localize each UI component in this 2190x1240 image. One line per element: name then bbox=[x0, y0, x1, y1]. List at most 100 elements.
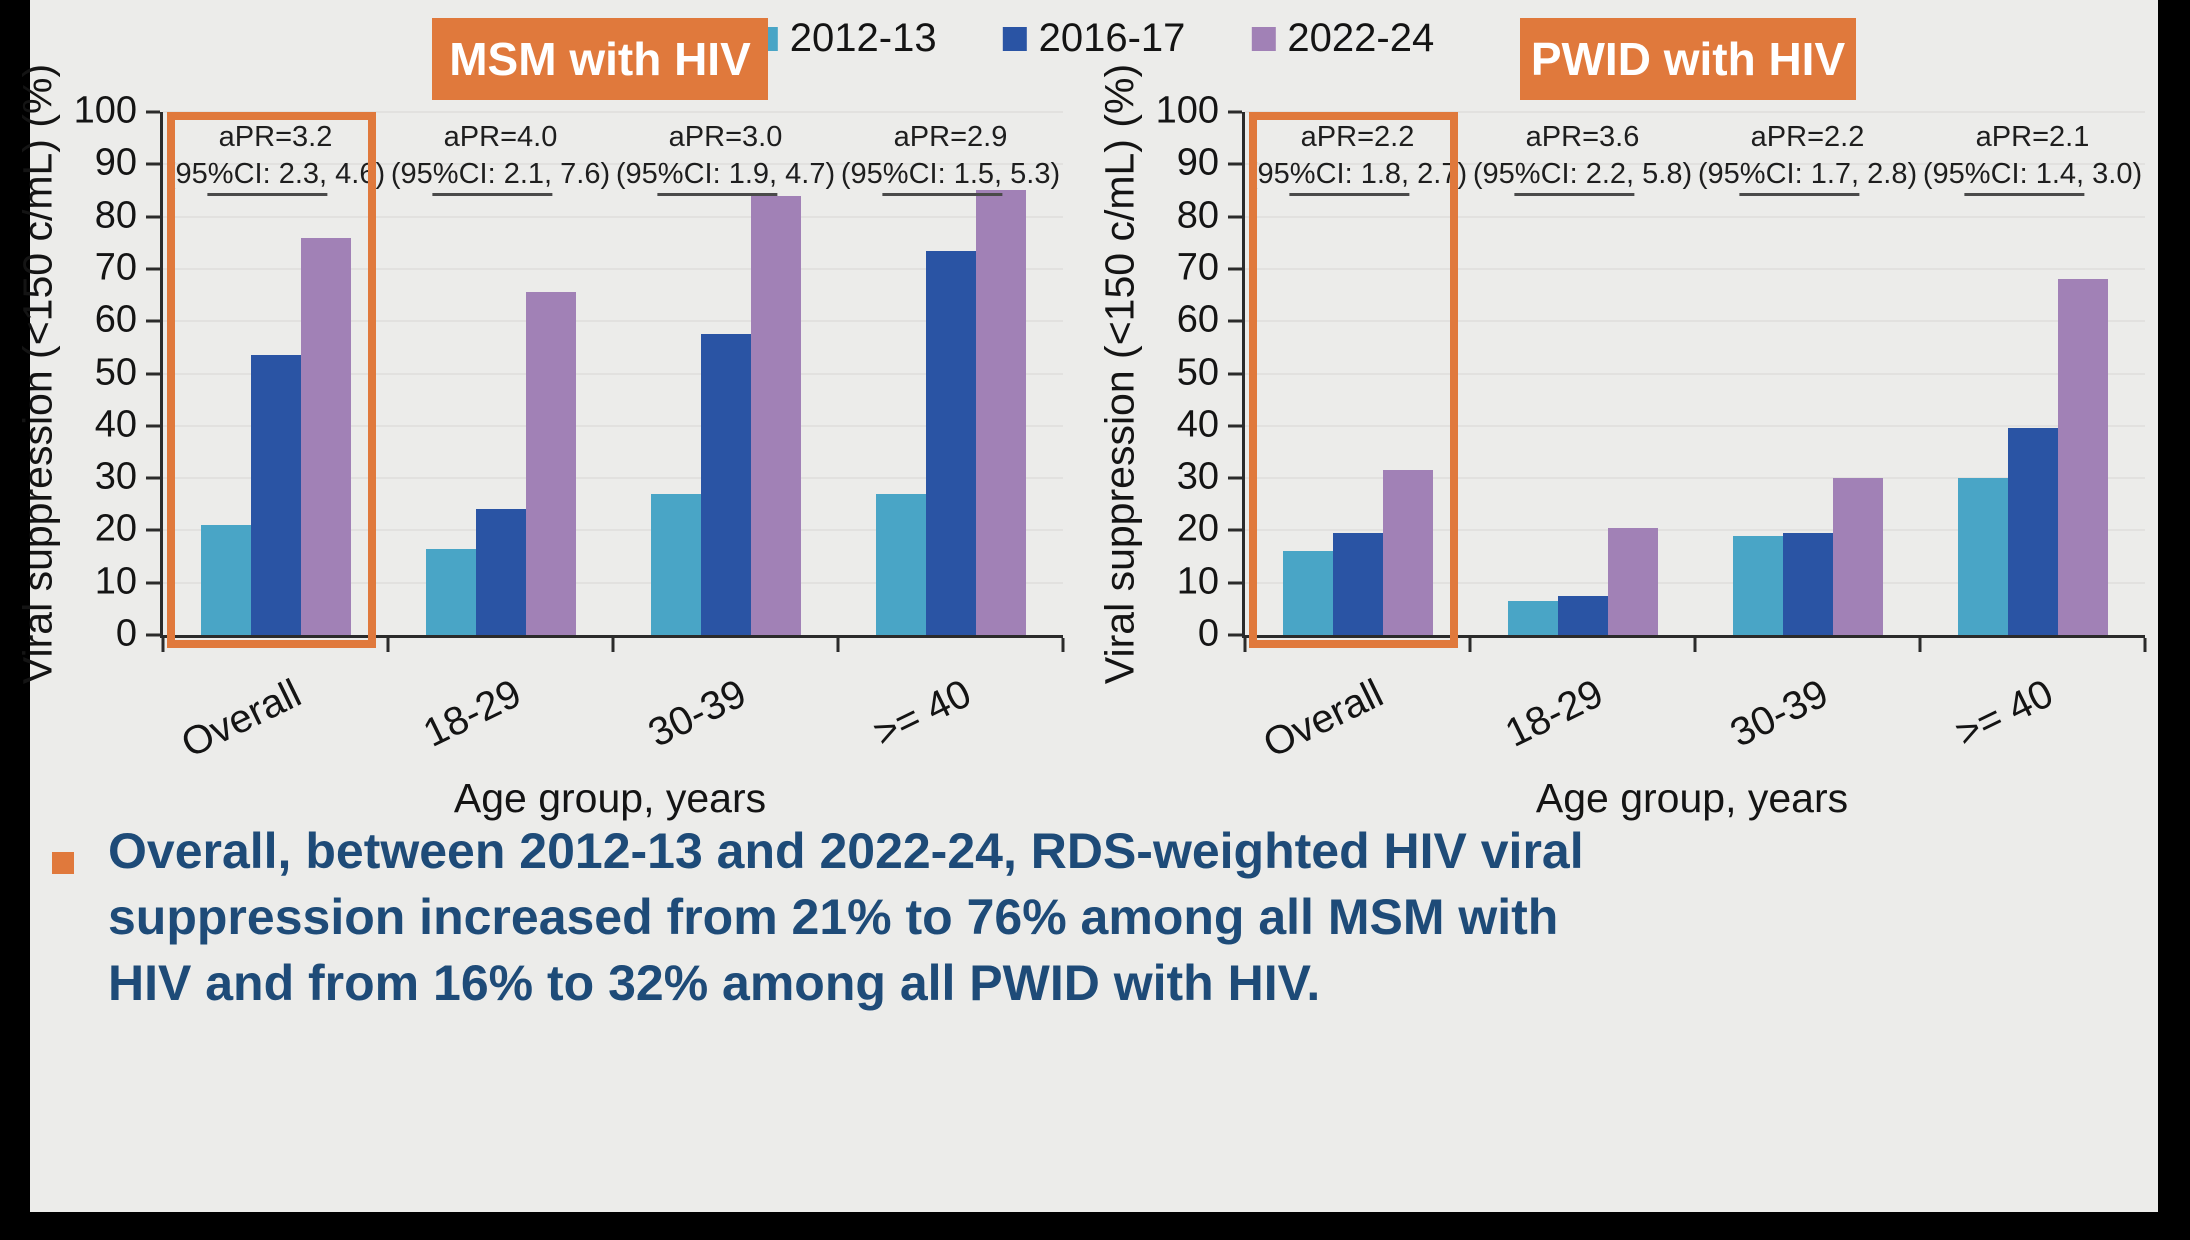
x-tick-label: 18-29 bbox=[416, 671, 528, 756]
bar-2022-24 bbox=[300, 237, 351, 635]
bar-2012-13 bbox=[425, 548, 476, 635]
plot-area: 0 10 20 30 40 50 60 70 80 90 100 aPR=3.2 (95%CI: 2.3… bbox=[74, 90, 1065, 655]
apr-annotation: aPR=2.2 (95%CI: 1.7, 2.8) bbox=[1698, 120, 1917, 196]
gridline bbox=[1245, 581, 2145, 584]
y-tick-label: 60 bbox=[1176, 298, 1219, 341]
bullet-square-icon bbox=[52, 852, 74, 874]
legend-item-2012-13: 2012-13 bbox=[753, 16, 937, 61]
x-tick-mark bbox=[161, 638, 165, 652]
y-tick-label: 90 bbox=[94, 141, 137, 184]
y-tick-label: 70 bbox=[94, 246, 137, 289]
y-tick-mark bbox=[1228, 162, 1242, 166]
y-axis-title: Viral suppression (<150 c/mL) (%) bbox=[14, 63, 61, 684]
x-tick-mark bbox=[611, 638, 615, 652]
bar-2022-24 bbox=[750, 195, 801, 635]
gridline bbox=[1245, 372, 2145, 375]
y-tick-mark bbox=[1228, 633, 1242, 637]
bar-2016-17 bbox=[2007, 428, 2058, 635]
y-tick-label: 30 bbox=[94, 455, 137, 498]
gridline bbox=[163, 581, 1063, 584]
y-tick-label: 50 bbox=[1176, 351, 1219, 394]
x-axis-labels: Overall 18-29 30-39 >= 40 bbox=[160, 635, 1060, 767]
y-tick-mark bbox=[1228, 424, 1242, 428]
x-tick-mark bbox=[1693, 638, 1697, 652]
y-tick-label: 20 bbox=[94, 508, 137, 551]
gridline bbox=[1245, 111, 2145, 113]
y-tick-label: 20 bbox=[1176, 508, 1219, 551]
bar-2022-24 bbox=[1607, 527, 1658, 635]
legend-swatch-2022-24 bbox=[1251, 26, 1276, 51]
y-tick-mark bbox=[146, 110, 160, 114]
bar-2016-17 bbox=[250, 355, 301, 635]
x-tick-mark bbox=[836, 638, 840, 652]
bar-2022-24 bbox=[1382, 470, 1433, 635]
chart-legend: 2012-13 2016-17 2022-24 bbox=[753, 16, 1434, 61]
gridline bbox=[1245, 320, 2145, 323]
x-tick-label: >= 40 bbox=[866, 671, 978, 756]
gridline bbox=[1245, 267, 2145, 270]
ci-value: (95%CI: 1.7, 2.8) bbox=[1698, 155, 1917, 196]
bar-group-18-29 bbox=[425, 292, 576, 635]
y-tick-label: 10 bbox=[94, 560, 137, 603]
x-tick-mark bbox=[386, 638, 390, 652]
apr-value: aPR=3.0 bbox=[668, 121, 783, 153]
ci-underline: %CI: 1.7, bbox=[1739, 157, 1860, 196]
apr-value: aPR=2.1 bbox=[1975, 121, 2090, 153]
legend-item-2022-24: 2022-24 bbox=[1251, 16, 1434, 61]
apr-annotation: aPR=2.1 (95%CI: 1.4, 3.0) bbox=[1923, 120, 2142, 196]
overall-highlight-box bbox=[167, 112, 376, 648]
y-tick-label: 70 bbox=[1176, 246, 1219, 289]
ci-underline: %CI: 2.3, bbox=[207, 157, 328, 196]
gridline bbox=[163, 372, 1063, 375]
ci-underline: %CI: 2.1, bbox=[432, 157, 553, 196]
gridline bbox=[163, 111, 1063, 113]
x-tick-mark bbox=[2143, 638, 2147, 652]
bar-2016-17 bbox=[925, 250, 976, 635]
x-tick-mark bbox=[1468, 638, 1472, 652]
bar-group->= 40 bbox=[875, 190, 1026, 635]
slide-content: 2012-13 2016-17 2022-24 MSM with HIV PWI… bbox=[15, 0, 2158, 1212]
x-tick-mark bbox=[1918, 638, 1922, 652]
y-tick-label: 30 bbox=[1176, 455, 1219, 498]
bar-2012-13 bbox=[1282, 551, 1333, 635]
bar-2012-13 bbox=[200, 525, 251, 635]
bar-2022-24 bbox=[975, 190, 1026, 635]
bar-group->= 40 bbox=[1957, 279, 2108, 635]
y-tick-label: 0 bbox=[115, 612, 137, 655]
y-tick-label: 80 bbox=[94, 194, 137, 237]
gridline bbox=[1245, 529, 2145, 532]
gridline bbox=[1245, 477, 2145, 480]
x-tick-mark bbox=[1061, 638, 1065, 652]
y-tick-mark bbox=[146, 633, 160, 637]
ci-underline: %CI: 1.4, bbox=[1964, 157, 2085, 196]
y-tick-mark bbox=[1228, 215, 1242, 219]
apr-annotation: aPR=2.9 (95%CI: 1.5, 5.3) bbox=[841, 120, 1060, 196]
y-tick-label: 80 bbox=[1176, 194, 1219, 237]
legend-label: 2016-17 bbox=[1038, 16, 1186, 60]
x-tick-label: Overall bbox=[174, 671, 308, 767]
plot-area: 0 10 20 30 40 50 60 70 80 90 100 aPR=2.2 (95%CI: 1.8… bbox=[1156, 90, 2147, 655]
bar-group-18-29 bbox=[1507, 527, 1658, 635]
legend-item-2016-17: 2016-17 bbox=[1002, 16, 1186, 61]
bar-2016-17 bbox=[475, 509, 526, 635]
y-tick-mark bbox=[1228, 267, 1242, 271]
takeaway-text: Overall, between 2012-13 and 2022-24, RD… bbox=[108, 823, 1584, 1011]
bar-2016-17 bbox=[1557, 595, 1608, 635]
bar-group-Overall bbox=[200, 237, 351, 635]
bar-group-30-39 bbox=[650, 195, 801, 635]
apr-annotation: aPR=3.6 (95%CI: 2.2, 5.8) bbox=[1473, 120, 1692, 196]
y-tick-mark bbox=[1228, 372, 1242, 375]
y-tick-mark bbox=[146, 581, 160, 585]
gridline bbox=[163, 320, 1063, 323]
apr-annotation: aPR=3.0 (95%CI: 1.9, 4.7) bbox=[616, 120, 835, 196]
bar-2016-17 bbox=[1332, 533, 1383, 635]
ci-underline: %CI: 1.9, bbox=[657, 157, 778, 196]
y-tick-mark bbox=[146, 528, 160, 532]
bar-2016-17 bbox=[1782, 533, 1833, 635]
ci-underline: %CI: 2.2, bbox=[1514, 157, 1635, 196]
ci-value: (95%CI: 1.8, 2.7) bbox=[1248, 155, 1467, 196]
apr-value: aPR=4.0 bbox=[443, 121, 558, 153]
y-axis-title: Viral suppression (<150 c/mL) (%) bbox=[1096, 63, 1143, 684]
pwid-title-text: PWID with HIV bbox=[1530, 33, 1846, 85]
bar-2022-24 bbox=[1832, 478, 1883, 635]
